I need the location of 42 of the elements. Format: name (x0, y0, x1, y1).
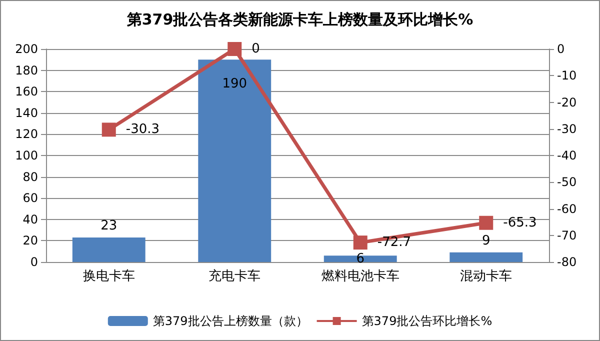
data-label: 6 (356, 251, 365, 266)
y-tick-label: 20 (22, 234, 38, 248)
data-label: 9 (482, 233, 490, 248)
y-tick-label: 200 (15, 42, 38, 56)
point (228, 42, 242, 56)
y-tick-label: 40 (22, 212, 38, 226)
y-tick-label: 140 (15, 106, 38, 120)
data-label: -30.3 (126, 122, 160, 138)
point (479, 216, 494, 230)
y2-tick-label: -20 (557, 95, 577, 110)
y2-tick-label: -60 (557, 202, 577, 216)
y-tick-label: 0 (30, 255, 38, 269)
y2-tick-label: -40 (557, 148, 577, 162)
x-tick-label: 换电卡车 (82, 269, 135, 284)
y2-tick-label: -30 (557, 122, 577, 136)
y-tick-label: 60 (22, 191, 38, 206)
point (102, 122, 116, 137)
legend-label: 第379批公告上榜数量（款） (152, 314, 308, 328)
point (353, 236, 368, 250)
chart-title: 第379批公告各类新能源卡车上榜数量及环比增长% (126, 10, 474, 28)
bar (198, 60, 272, 262)
legend-label: 第379批公告环比增长% (362, 314, 492, 328)
y-tick-label: 160 (15, 84, 38, 99)
data-label: 0 (252, 42, 260, 56)
y2-tick-label: -80 (557, 255, 577, 269)
x-tick-label: 混动卡车 (460, 269, 512, 284)
x-tick-label: 燃料电池卡车 (321, 269, 400, 284)
data-label: 190 (222, 76, 248, 92)
y2-tick-label: 0 (557, 42, 565, 56)
y2-tick-label: -50 (557, 175, 577, 190)
x-tick-label: 充电卡车 (208, 269, 261, 284)
bar (72, 238, 146, 262)
data-label: -65.3 (503, 215, 537, 230)
bar (450, 252, 523, 262)
y-tick-label: 180 (15, 63, 38, 78)
y-tick-label: 120 (15, 127, 38, 142)
y2-tick-label: -10 (557, 68, 577, 83)
y-tick-label: 100 (15, 148, 38, 162)
y2-tick-label: -70 (557, 228, 577, 242)
data-label: -72.7 (377, 235, 412, 250)
data-label: 23 (100, 218, 118, 234)
y-tick-label: 80 (22, 170, 38, 184)
